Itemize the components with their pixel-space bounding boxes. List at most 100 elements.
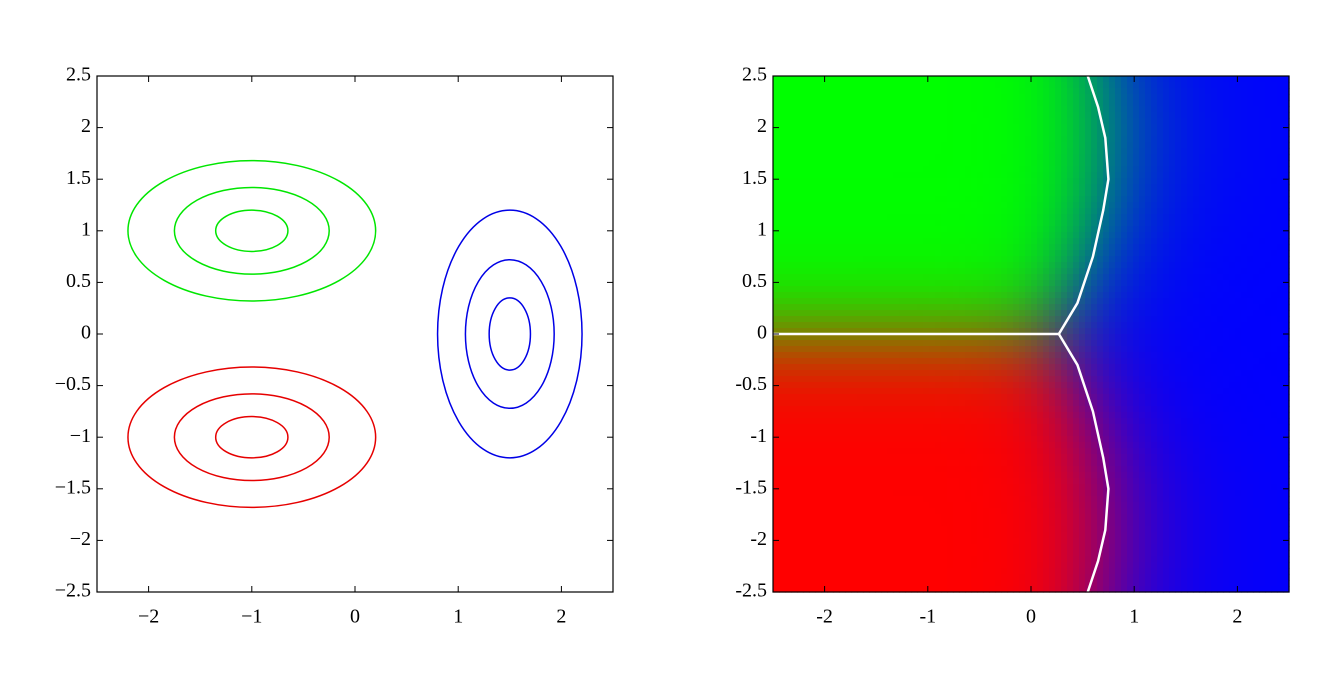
- probability-cell: [965, 496, 972, 503]
- probability-cell: [815, 190, 822, 197]
- probability-cell: [785, 490, 792, 497]
- probability-cell: [941, 364, 948, 371]
- probability-cell: [797, 556, 804, 563]
- probability-cell: [917, 82, 924, 89]
- probability-cell: [791, 382, 798, 389]
- probability-cell: [1061, 184, 1068, 191]
- probability-cell: [1097, 82, 1104, 89]
- probability-cell: [827, 370, 834, 377]
- probability-cell: [875, 154, 882, 161]
- probability-cell: [821, 442, 828, 449]
- probability-cell: [1061, 508, 1068, 515]
- probability-cell: [929, 220, 936, 227]
- probability-cell: [875, 232, 882, 239]
- probability-cell: [1001, 262, 1008, 269]
- probability-cell: [965, 154, 972, 161]
- probability-cell: [1109, 370, 1116, 377]
- probability-cell: [935, 118, 942, 125]
- probability-cell: [803, 172, 810, 179]
- probability-cell: [869, 190, 876, 197]
- probability-cell: [827, 556, 834, 563]
- probability-cell: [1103, 304, 1110, 311]
- probability-cell: [1055, 232, 1062, 239]
- probability-cell: [917, 112, 924, 119]
- probability-cell: [1019, 574, 1026, 581]
- probability-cell: [791, 76, 798, 83]
- probability-cell: [1079, 88, 1086, 95]
- probability-cell: [1007, 160, 1014, 167]
- probability-cell: [857, 268, 864, 275]
- probability-cell: [1049, 466, 1056, 473]
- probability-cell: [857, 316, 864, 323]
- probability-cell: [1025, 160, 1032, 167]
- probability-cell: [821, 412, 828, 419]
- probability-cell: [1067, 586, 1074, 593]
- probability-cell: [1109, 532, 1116, 539]
- probability-cell: [935, 430, 942, 437]
- probability-cell: [851, 352, 858, 359]
- probability-cell: [791, 196, 798, 203]
- probability-cell: [887, 130, 894, 137]
- probability-cell: [815, 388, 822, 395]
- probability-cell: [1103, 316, 1110, 323]
- probability-cell: [1037, 532, 1044, 539]
- probability-cell: [887, 364, 894, 371]
- probability-cell: [947, 382, 954, 389]
- probability-cell: [839, 94, 846, 101]
- probability-cell: [863, 508, 870, 515]
- probability-cell: [983, 322, 990, 329]
- probability-cell: [1025, 214, 1032, 221]
- probability-cell: [935, 142, 942, 149]
- probability-cell: [1079, 274, 1086, 281]
- probability-cell: [1085, 244, 1092, 251]
- probability-cell: [827, 118, 834, 125]
- probability-cell: [1031, 544, 1038, 551]
- probability-cell: [821, 184, 828, 191]
- probability-cell: [1043, 526, 1050, 533]
- probability-cell: [1013, 526, 1020, 533]
- probability-cell: [1097, 400, 1104, 407]
- probability-cell: [875, 166, 882, 173]
- probability-cell: [1067, 418, 1074, 425]
- probability-cell: [965, 568, 972, 575]
- probability-cell: [1085, 544, 1092, 551]
- probability-cell: [965, 256, 972, 263]
- probability-cell: [1091, 220, 1098, 227]
- probability-cell: [1031, 412, 1038, 419]
- probability-cell: [803, 280, 810, 287]
- probability-cell: [1037, 322, 1044, 329]
- probability-cell: [947, 520, 954, 527]
- probability-cell: [827, 184, 834, 191]
- probability-cell: [809, 538, 816, 545]
- probability-cell: [851, 226, 858, 233]
- probability-cell: [869, 226, 876, 233]
- probability-cell: [947, 502, 954, 509]
- contour-ring: [173, 393, 330, 482]
- probability-cell: [1103, 280, 1110, 287]
- probability-cell: [779, 190, 786, 197]
- probability-cell: [1013, 340, 1020, 347]
- probability-cell: [953, 460, 960, 467]
- probability-cell: [1037, 76, 1044, 83]
- probability-cell: [869, 130, 876, 137]
- probability-cell: [953, 124, 960, 131]
- probability-cell: [1097, 352, 1104, 359]
- probability-cell: [821, 496, 828, 503]
- probability-cell: [995, 364, 1002, 371]
- probability-cell: [887, 442, 894, 449]
- probability-cell: [863, 418, 870, 425]
- probability-cell: [989, 250, 996, 257]
- probability-cell: [1001, 244, 1008, 251]
- probability-cell: [935, 394, 942, 401]
- probability-cell: [893, 94, 900, 101]
- probability-cell: [833, 250, 840, 257]
- probability-cell: [947, 538, 954, 545]
- probability-cell: [1067, 202, 1074, 209]
- probability-cell: [1031, 382, 1038, 389]
- probability-cell: [887, 190, 894, 197]
- probability-cell: [1061, 496, 1068, 503]
- probability-cell: [905, 118, 912, 125]
- probability-cell: [1073, 514, 1080, 521]
- probability-cell: [815, 454, 822, 461]
- probability-cell: [905, 220, 912, 227]
